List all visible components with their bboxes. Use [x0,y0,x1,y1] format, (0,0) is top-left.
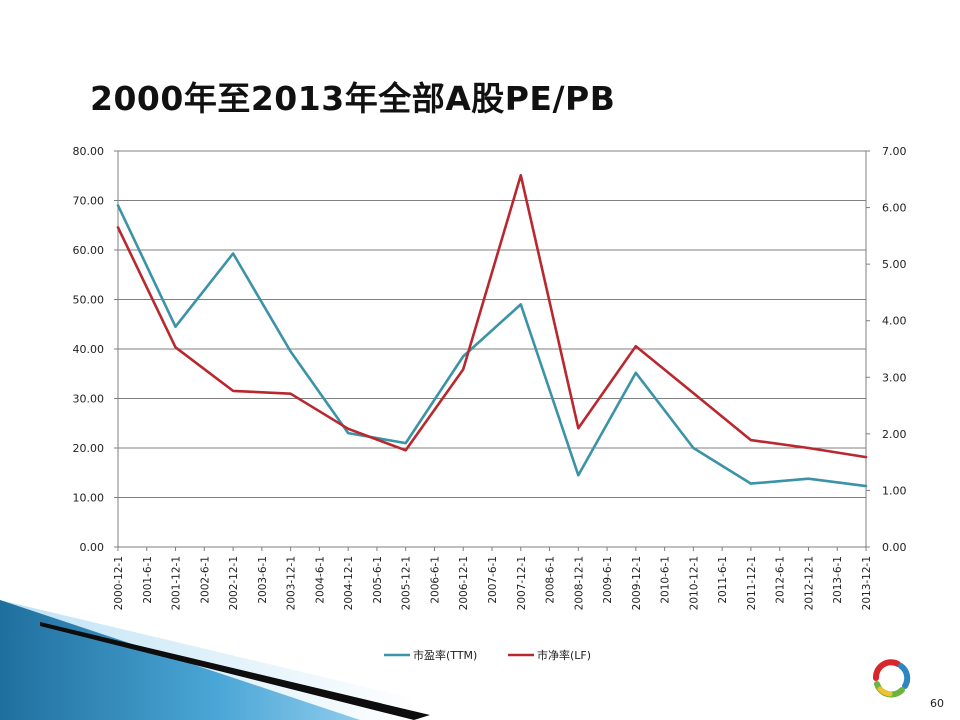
left-axis-tick-label: 40.00 [73,343,105,356]
right-axis-tick-label: 6.00 [882,202,907,215]
x-axis-tick-label: 2012-6-1 [775,556,787,604]
logo-blue-arc [898,663,911,689]
gridlines [118,150,866,548]
x-axis-tick-label: 2001-12-1 [171,556,183,610]
right-axis-tick-label: 2.00 [882,428,907,441]
x-axis-tick-label: 2011-6-1 [717,556,729,604]
x-axis-ticks: 2000-12-1 2001-6-1 2001-12-1 2002-6-1 2002-1… [113,556,873,610]
left-axis-tick-label: 30.00 [73,393,105,406]
series-line-pb [116,174,868,459]
logo-yellow-arc [877,686,893,697]
page-number: 60 [930,697,944,710]
left-axis-tick-label: 50.00 [73,294,105,307]
left-axis-tick-label: 0.00 [80,541,105,554]
chart-legend: 市盈率(TTM) 市净率(LF) [384,648,591,662]
left-axis-ticks: 0.00 10.00 20.00 30.00 40.00 50.00 60.00 70.00 8… [73,145,105,554]
series-lines [116,174,868,488]
x-axis-tick-label: 2004-6-1 [314,556,326,604]
series-line-pe [116,204,868,488]
x-axis-tick-label: 2007-12-1 [516,556,528,610]
company-logo-icon [873,659,911,698]
x-axis-tick-label: 2013-12-1 [861,556,873,610]
right-axis-tick-label: 0.00 [882,541,907,554]
x-axis-tick-label: 2004-12-1 [343,556,355,610]
left-axis-tick-label: 20.00 [73,442,105,455]
x-axis-tick-label: 2002-6-1 [199,556,211,604]
x-axis-tick-label: 2007-6-1 [487,556,499,604]
x-axis-tick-label: 2002-12-1 [228,556,240,610]
legend-label: 市净率(LF) [537,648,591,662]
right-axis-tick-label: 7.00 [882,145,907,158]
x-axis-tick-label: 2003-12-1 [286,556,298,610]
legend-label: 市盈率(TTM) [413,648,477,662]
right-axis-tick-label: 5.00 [882,258,907,271]
right-axis-tick-label: 4.00 [882,315,907,328]
x-axis-tick-label: 2008-6-1 [545,556,557,604]
x-axis-tick-label: 2006-12-1 [458,556,470,610]
axes [114,150,870,551]
left-axis-tick-label: 70.00 [73,195,105,208]
x-axis-tick-label: 2013-6-1 [832,556,844,604]
x-axis-tick-label: 2003-6-1 [257,556,269,604]
x-axis-tick-label: 2012-12-1 [803,556,815,610]
x-axis-tick-label: 2005-6-1 [372,556,384,604]
x-axis-tick-label: 2006-6-1 [429,556,441,604]
right-axis-tick-label: 1.00 [882,484,907,497]
right-axis-tick-label: 3.00 [882,371,907,384]
x-axis-tick-label: 2010-12-1 [688,556,700,610]
logo-red-arc [873,659,901,681]
decoration-black-stroke [40,622,430,720]
right-axis-ticks: 0.00 1.00 2.00 3.00 4.00 5.00 6.00 7.00 [882,145,907,554]
x-axis-tick-label: 2005-12-1 [401,556,413,610]
slide-title: 2000年至2013年全部A股PE/PB [90,79,616,118]
x-axis-tick-label: 2011-12-1 [746,556,758,610]
left-axis-tick-label: 10.00 [73,492,105,505]
x-axis-tick-label: 2009-6-1 [602,556,614,604]
x-axis-tick-label: 2010-6-1 [660,556,672,604]
x-axis-tick-label: 2001-6-1 [142,556,154,604]
x-axis-tick-label: 2000-12-1 [113,556,125,610]
x-axis-tick-label: 2008-12-1 [573,556,585,610]
x-axis-tick-label: 2009-12-1 [631,556,643,610]
left-axis-tick-label: 80.00 [73,145,105,158]
left-axis-tick-label: 60.00 [73,244,105,257]
